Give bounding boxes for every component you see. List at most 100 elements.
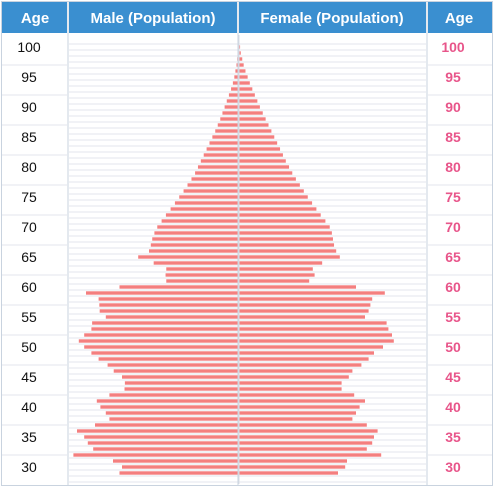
female-bar	[239, 465, 346, 469]
female-bar	[239, 81, 250, 85]
male-bar	[191, 177, 239, 181]
female-bar	[239, 165, 290, 169]
female-bar	[239, 231, 332, 235]
male-bar	[92, 321, 240, 325]
age-label-right: 80	[445, 159, 461, 175]
age-label-left: 55	[21, 309, 37, 325]
female-bar	[239, 99, 258, 103]
male-bar	[98, 357, 239, 361]
header-age-right-cell	[428, 2, 492, 33]
female-bar	[239, 237, 333, 241]
male-bar	[203, 153, 239, 157]
age-label-left: 40	[21, 399, 37, 415]
female-bar	[239, 327, 389, 331]
female-bar	[239, 147, 281, 151]
female-bar	[239, 303, 371, 307]
female-bar	[239, 363, 362, 367]
female-bar	[239, 171, 293, 175]
female-bar	[239, 135, 275, 139]
age-label-right: 35	[445, 429, 461, 445]
male-bar	[96, 399, 239, 403]
male-bar	[165, 213, 239, 217]
male-bar	[149, 249, 239, 253]
age-label-right: 95	[445, 69, 461, 85]
male-bar	[91, 351, 240, 355]
age-label-left: 75	[21, 189, 37, 205]
age-label-right: 60	[445, 279, 461, 295]
female-bar	[239, 309, 369, 313]
male-bar	[113, 369, 239, 373]
male-bar	[234, 75, 239, 79]
female-bar	[239, 213, 321, 217]
age-label-left: 30	[21, 459, 37, 475]
male-bar	[124, 387, 239, 391]
male-bar	[124, 381, 239, 385]
male-bar	[174, 201, 239, 205]
female-bar	[239, 105, 260, 109]
header-female-cell	[239, 2, 426, 33]
female-bar	[239, 339, 394, 343]
male-bar	[200, 159, 239, 163]
female-bar	[239, 189, 304, 193]
age-label-right: 50	[445, 339, 461, 355]
female-bar	[239, 321, 387, 325]
male-bar	[209, 141, 239, 145]
male-bar	[166, 267, 239, 271]
male-bar	[153, 261, 239, 265]
female-bar	[239, 297, 373, 301]
age-label-left: 95	[21, 69, 37, 85]
female-bar	[239, 291, 385, 295]
male-bar	[84, 345, 239, 349]
male-bar	[161, 219, 239, 223]
male-bar	[122, 465, 239, 469]
male-bar	[84, 333, 239, 337]
header-female: Female (Population)	[260, 10, 403, 27]
female-bar	[239, 243, 335, 247]
female-bar	[239, 123, 269, 127]
age-label-right: 90	[445, 99, 461, 115]
female-bar	[239, 177, 296, 181]
male-bar	[93, 447, 239, 451]
age-label-right: 100	[441, 39, 465, 55]
header-age-right: Age	[445, 10, 473, 27]
male-bar	[100, 405, 240, 409]
age-label-left: 100	[17, 39, 41, 55]
female-bar	[239, 195, 308, 199]
female-bar	[239, 381, 342, 385]
male-bar	[73, 453, 240, 457]
age-label-left: 65	[21, 249, 37, 265]
female-bar	[239, 411, 356, 415]
female-bar	[239, 357, 369, 361]
male-bar	[119, 471, 239, 475]
female-bar	[239, 87, 253, 91]
male-bar	[226, 99, 239, 103]
male-bar	[224, 105, 239, 109]
male-bar	[99, 303, 239, 307]
male-bar	[91, 327, 240, 331]
male-bar	[84, 435, 239, 439]
female-bar	[239, 279, 310, 283]
male-bar	[197, 165, 239, 169]
female-bar	[239, 285, 356, 289]
female-bar	[239, 183, 300, 187]
male-bar	[195, 171, 239, 175]
female-bar	[239, 69, 246, 73]
male-bar	[152, 237, 239, 241]
male-bar	[231, 87, 239, 91]
female-bar	[239, 159, 286, 163]
male-bar	[98, 297, 239, 301]
female-bar	[239, 471, 338, 475]
female-bar	[239, 63, 244, 67]
male-bar	[87, 441, 239, 445]
female-bar	[239, 399, 365, 403]
age-label-right: 55	[445, 309, 461, 325]
male-bar	[78, 339, 239, 343]
female-bar	[239, 315, 365, 319]
male-bar	[105, 315, 239, 319]
female-bar	[239, 393, 355, 397]
age-label-left: 60	[21, 279, 37, 295]
header-age-left-cell	[2, 2, 67, 33]
age-label-left: 35	[21, 429, 37, 445]
female-bar	[239, 417, 353, 421]
